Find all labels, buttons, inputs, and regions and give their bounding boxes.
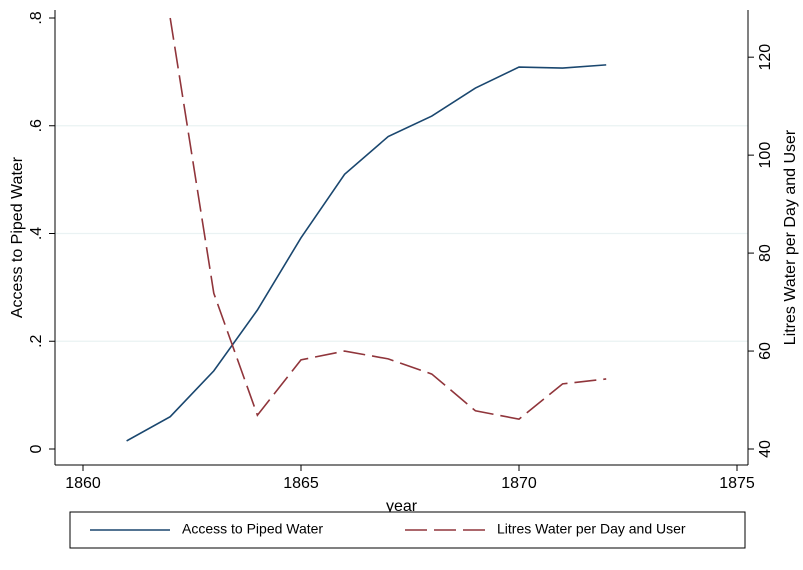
x-tick-label: 1870 xyxy=(501,475,537,492)
y-tick-label: 0 xyxy=(28,444,45,453)
y2-tick-label: 60 xyxy=(757,342,774,360)
y2-tick-label: 80 xyxy=(757,244,774,262)
x-tick-label: 1865 xyxy=(283,475,319,492)
legend-label: Litres Water per Day and User xyxy=(497,521,686,537)
y2-tick-label: 120 xyxy=(757,44,774,71)
y-tick-label: .6 xyxy=(28,119,45,132)
x-axis-title: year xyxy=(386,498,418,515)
y-tick-label: .8 xyxy=(28,11,45,24)
legend-label: Access to Piped Water xyxy=(182,521,323,537)
y-tick-label: .4 xyxy=(28,227,45,240)
y2-axis-title: Litres Water per Day and User xyxy=(782,129,799,345)
x-tick-label: 1875 xyxy=(719,475,755,492)
y2-tick-label: 100 xyxy=(757,142,774,169)
x-tick-label: 1860 xyxy=(65,475,101,492)
series-line xyxy=(169,17,607,420)
y-tick-label: .2 xyxy=(28,334,45,347)
series-line xyxy=(126,64,607,442)
y-axis-title: Access to Piped Water xyxy=(9,156,26,318)
y2-tick-label: 40 xyxy=(757,440,774,458)
